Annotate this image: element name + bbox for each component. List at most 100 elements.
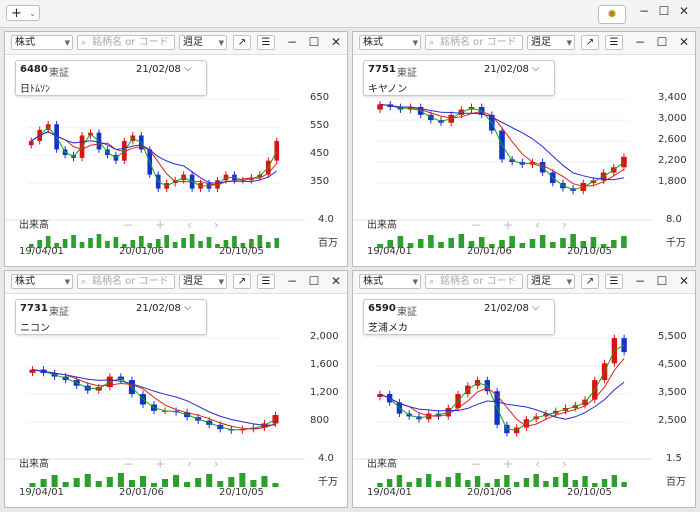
volume-bar: [387, 240, 394, 248]
volume-bar: [426, 474, 432, 487]
menu-icon[interactable]: ☰: [257, 274, 275, 289]
market-select[interactable]: 株式 ▼: [359, 274, 421, 289]
x-tick-label: 20/01/06: [119, 487, 164, 498]
period-select[interactable]: 週足 ▼: [527, 35, 575, 50]
price-chart[interactable]: [5, 293, 305, 493]
chart-panel-7751: 株式 ▼ ⌕ 銘柄名 or コード 週足 ▼ ↗ ☰ − ☐ ✕ 7751 東証 21…: [352, 31, 696, 267]
scroll-right-button[interactable]: ›: [561, 218, 567, 232]
period-select[interactable]: 週足 ▼: [179, 35, 227, 50]
search-icon: ⌕: [81, 277, 87, 287]
period-select[interactable]: 週足 ▼: [179, 274, 227, 289]
zoom-in-button[interactable]: +: [503, 457, 514, 471]
link-icon[interactable]: ↗: [581, 274, 599, 289]
volume-bar: [474, 476, 481, 487]
market-select[interactable]: 株式 ▼: [11, 35, 73, 50]
panel-minimize-button[interactable]: −: [286, 274, 298, 288]
maximize-button[interactable]: ☐: [658, 4, 670, 18]
scroll-right-button[interactable]: ›: [213, 457, 219, 471]
company-name: ニコン: [20, 323, 50, 334]
symbol-info-box[interactable]: 6590 東証 21/02/08 ⌵ 芝浦メカ: [363, 299, 555, 335]
ma-short-line: [32, 369, 276, 431]
price-chart[interactable]: [353, 293, 653, 493]
symbol-info-box[interactable]: 7731 東証 21/02/08 ⌵ ニコン: [15, 299, 207, 335]
zoom-out-button[interactable]: −: [123, 457, 134, 471]
volume-bar: [513, 482, 520, 487]
zoom-in-button[interactable]: +: [155, 457, 166, 471]
collapse-icon[interactable]: ⌵: [184, 63, 192, 74]
search-input[interactable]: ⌕ 銘柄名 or コード: [425, 35, 523, 50]
volume-bar: [88, 238, 93, 248]
panel-close-button[interactable]: ✕: [330, 274, 342, 288]
zoom-in-button[interactable]: +: [503, 218, 514, 232]
panel-toolbar: 株式 ▼ ⌕ 銘柄名 or コード 週足 ▼ ↗ ☰ − ☐ ✕: [5, 271, 347, 294]
chevron-down-icon: ⌄: [29, 9, 36, 18]
search-input[interactable]: ⌕ 銘柄名 or コード: [77, 35, 175, 50]
volume-bar: [406, 482, 412, 487]
price-chart[interactable]: [5, 54, 305, 254]
gear-icon[interactable]: ✹: [598, 5, 626, 24]
panel-maximize-button[interactable]: ☐: [308, 274, 320, 288]
zoom-out-button[interactable]: −: [123, 218, 134, 232]
y-tick-label: 2,000: [310, 331, 339, 343]
search-input[interactable]: ⌕ 銘柄名 or コード: [77, 274, 175, 289]
scroll-left-button[interactable]: ‹: [535, 218, 540, 232]
volume-bar: [206, 474, 213, 487]
volume-bar: [147, 243, 153, 248]
panel-minimize-button[interactable]: −: [286, 35, 298, 49]
y-tick-label: 5,500: [658, 331, 687, 343]
scroll-left-button[interactable]: ‹: [187, 218, 192, 232]
volume-bar: [590, 237, 597, 248]
volume-bar: [550, 242, 556, 248]
panel-maximize-button[interactable]: ☐: [308, 35, 320, 49]
volume-bar: [610, 240, 617, 248]
volume-bar: [130, 240, 136, 248]
panel-close-button[interactable]: ✕: [330, 35, 342, 49]
period-select[interactable]: 週足 ▼: [527, 274, 575, 289]
symbol-info-box[interactable]: 7751 東証 21/02/08 ⌵ キヤノン: [363, 60, 555, 96]
panel-minimize-button[interactable]: −: [634, 274, 646, 288]
search-placeholder: 銘柄名 or コード: [440, 37, 517, 48]
panel-maximize-button[interactable]: ☐: [656, 35, 668, 49]
panel-close-button[interactable]: ✕: [678, 35, 690, 49]
panel-maximize-button[interactable]: ☐: [656, 274, 668, 288]
panel-minimize-button[interactable]: −: [634, 35, 646, 49]
scroll-left-button[interactable]: ‹: [187, 457, 192, 471]
add-label: +: [11, 6, 22, 21]
zoom-in-button[interactable]: +: [155, 218, 166, 232]
panel-close-button[interactable]: ✕: [678, 274, 690, 288]
ma-long-line: [32, 369, 276, 426]
scroll-left-button[interactable]: ‹: [535, 457, 540, 471]
close-button[interactable]: ✕: [678, 4, 690, 18]
search-input[interactable]: ⌕ 銘柄名 or コード: [425, 274, 523, 289]
scroll-right-button[interactable]: ›: [213, 218, 219, 232]
link-icon[interactable]: ↗: [233, 274, 251, 289]
link-icon[interactable]: ↗: [581, 35, 599, 50]
volume-bar: [494, 479, 500, 487]
exchange-label: 東証: [49, 307, 69, 318]
collapse-icon[interactable]: ⌵: [184, 302, 192, 313]
scroll-right-button[interactable]: ›: [561, 457, 567, 471]
price-chart[interactable]: [353, 54, 653, 254]
link-icon[interactable]: ↗: [233, 35, 251, 50]
menu-icon[interactable]: ☰: [257, 35, 275, 50]
menu-icon[interactable]: ☰: [605, 35, 623, 50]
volume-bar: [553, 477, 559, 487]
menu-icon[interactable]: ☰: [605, 274, 623, 289]
search-placeholder: 銘柄名 or コード: [92, 37, 169, 48]
market-value: 株式: [363, 37, 383, 48]
x-tick-label: 20/10/05: [219, 487, 264, 498]
volume-bar: [195, 478, 202, 487]
volume-unit-label: 千万: [318, 477, 338, 488]
market-select[interactable]: 株式 ▼: [11, 274, 73, 289]
zoom-out-button[interactable]: −: [471, 218, 482, 232]
zoom-out-button[interactable]: −: [471, 457, 482, 471]
candle: [377, 104, 383, 110]
volume-bar: [250, 480, 257, 487]
collapse-icon[interactable]: ⌵: [532, 63, 540, 74]
minimize-button[interactable]: −: [638, 4, 650, 18]
symbol-info-box[interactable]: 6480 東証 21/02/08 ⌵ 日ﾄﾑｿﾝ: [15, 60, 207, 96]
volume-bar: [40, 479, 47, 487]
market-select[interactable]: 株式 ▼: [359, 35, 421, 50]
add-panel-button[interactable]: + ⌄: [6, 5, 40, 21]
collapse-icon[interactable]: ⌵: [532, 302, 540, 313]
